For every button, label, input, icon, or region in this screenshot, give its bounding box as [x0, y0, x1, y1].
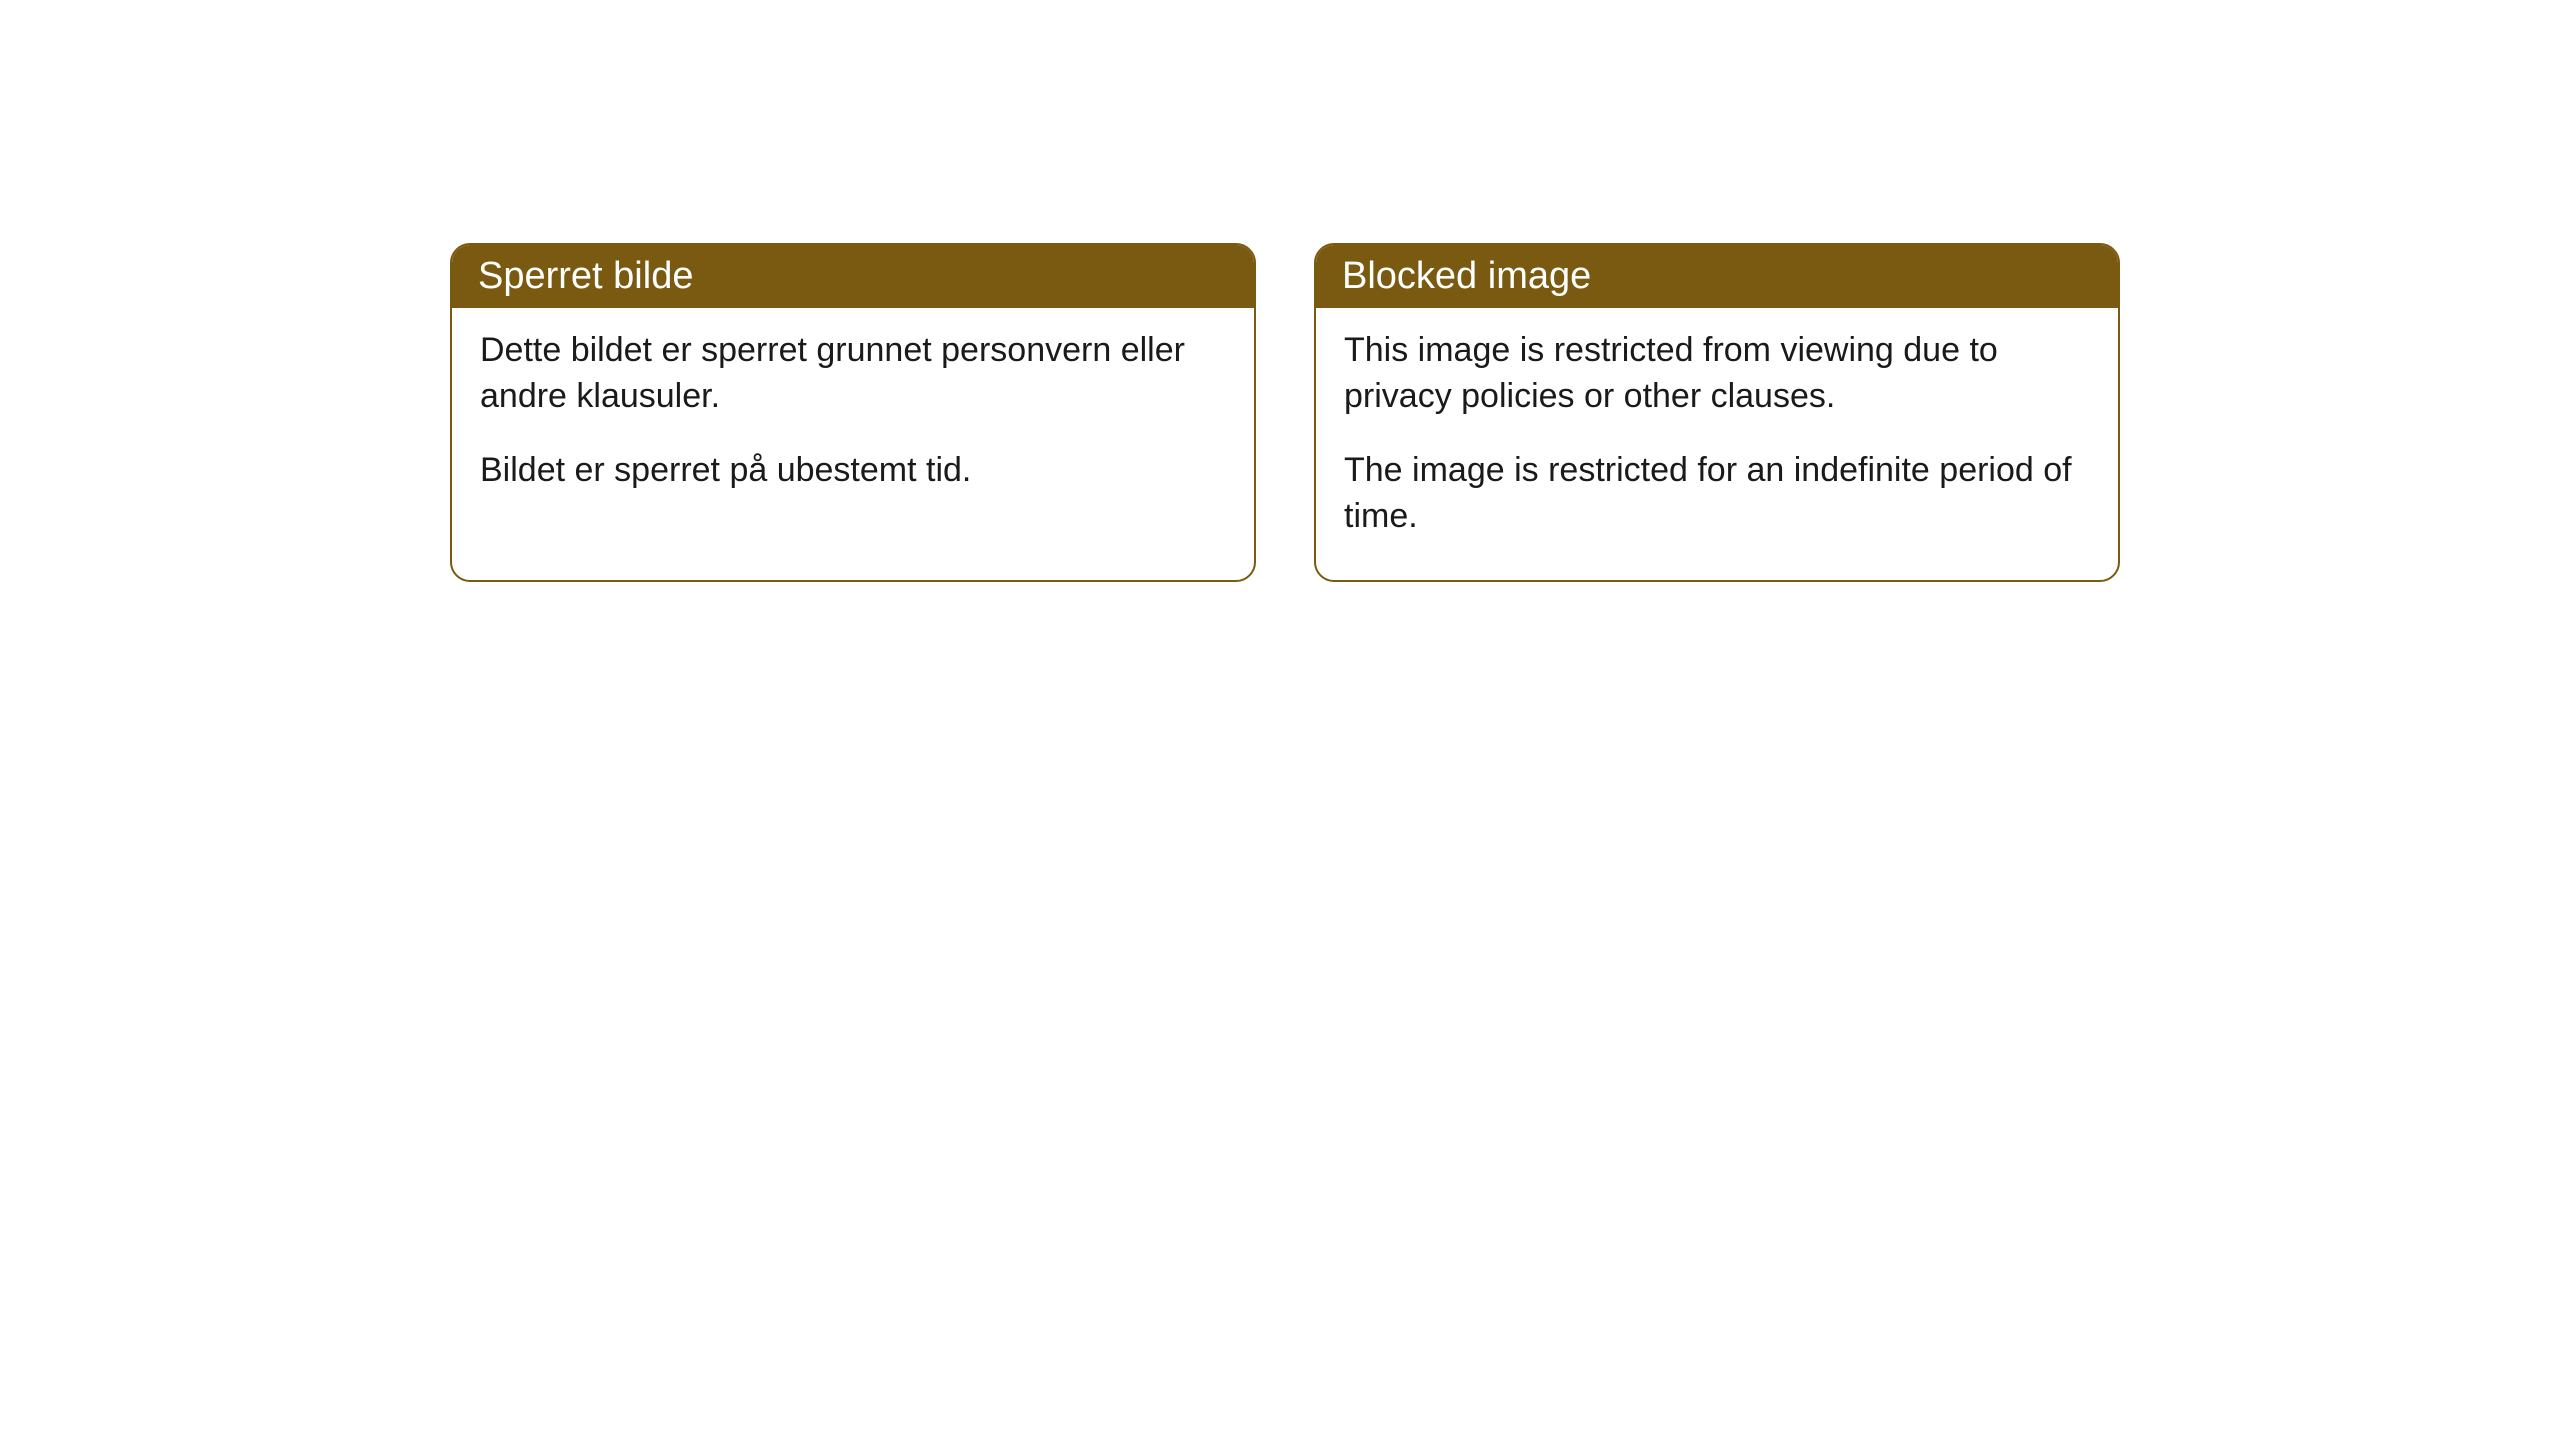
card-paragraph: This image is restricted from viewing du…	[1344, 328, 2090, 420]
card-paragraph: Dette bildet er sperret grunnet personve…	[480, 328, 1226, 420]
card-body: Dette bildet er sperret grunnet personve…	[452, 308, 1254, 534]
notice-card-norwegian: Sperret bilde Dette bildet er sperret gr…	[450, 243, 1256, 582]
card-body: This image is restricted from viewing du…	[1316, 308, 2118, 580]
card-paragraph: Bildet er sperret på ubestemt tid.	[480, 448, 1226, 494]
notice-cards-container: Sperret bilde Dette bildet er sperret gr…	[450, 243, 2120, 582]
card-paragraph: The image is restricted for an indefinit…	[1344, 448, 2090, 540]
card-title: Blocked image	[1316, 245, 2118, 308]
card-title: Sperret bilde	[452, 245, 1254, 308]
notice-card-english: Blocked image This image is restricted f…	[1314, 243, 2120, 582]
